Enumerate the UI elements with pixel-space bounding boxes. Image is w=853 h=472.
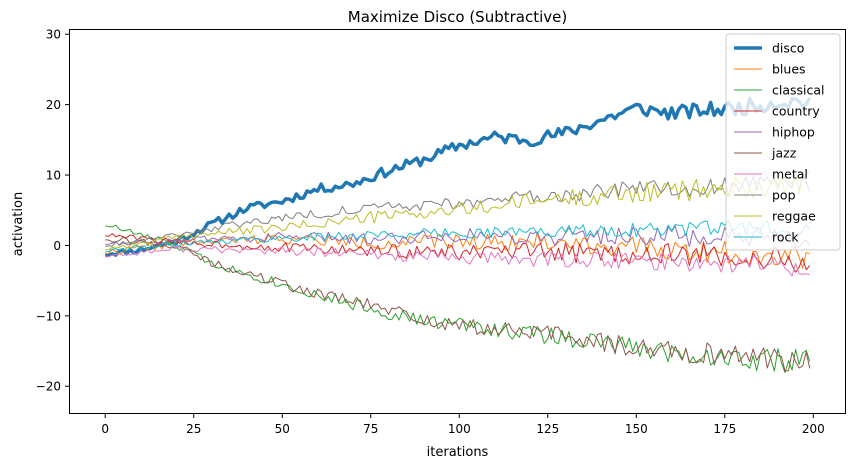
x-axis-label: iterations xyxy=(427,445,489,460)
legend-label-blues: blues xyxy=(772,62,806,77)
series-line-disco xyxy=(104,96,812,258)
legend-label-pop: pop xyxy=(772,188,796,203)
legend-label-country: country xyxy=(772,104,820,119)
y-tick-label: 30 xyxy=(46,28,61,42)
series-line-rock xyxy=(105,219,811,253)
series-line-jazz xyxy=(105,236,811,372)
legend-label-disco: disco xyxy=(772,41,804,56)
y-tick-label: 10 xyxy=(46,169,61,183)
axes-frame xyxy=(69,29,846,414)
x-tick-label: 100 xyxy=(448,422,471,436)
y-tick-label: −10 xyxy=(36,309,61,323)
legend: disco blues classical country hiphop jazz meta… xyxy=(725,33,841,251)
x-tick-label: 175 xyxy=(713,422,736,436)
legend-label-jazz: jazz xyxy=(771,146,797,161)
x-tick-label: 200 xyxy=(802,422,825,436)
legend-label-reggae: reggae xyxy=(772,209,816,224)
y-tick-label: 0 xyxy=(53,239,61,253)
x-tick-label: 150 xyxy=(625,422,648,436)
legend-label-metal: metal xyxy=(772,167,808,182)
y-axis-label: activation xyxy=(11,192,26,256)
y-tick-label: −20 xyxy=(36,380,61,394)
series-line-hiphop xyxy=(105,225,811,248)
x-tick-label: 125 xyxy=(536,422,559,436)
legend-box xyxy=(725,33,841,251)
legend-label-rock: rock xyxy=(772,230,799,245)
axis-ticks: 0 25 50 75 100 125 150 175 200 −20 −10 0 10 20 30 xyxy=(36,28,825,436)
x-tick-label: 50 xyxy=(275,422,290,436)
chart-title: Maximize Disco (Subtractive) xyxy=(348,8,567,26)
series-line-reggae xyxy=(105,170,811,251)
series-line-country xyxy=(105,233,811,273)
series-line-metal xyxy=(105,245,810,277)
x-tick-label: 0 xyxy=(101,422,109,436)
legend-label-classical: classical xyxy=(772,83,825,98)
y-tick-label: 20 xyxy=(46,98,61,112)
x-tick-label: 75 xyxy=(363,422,378,436)
plot-lines xyxy=(104,96,812,374)
x-tick-label: 25 xyxy=(186,422,201,436)
legend-label-hiphop: hiphop xyxy=(772,125,815,140)
series-line-blues xyxy=(105,232,810,269)
